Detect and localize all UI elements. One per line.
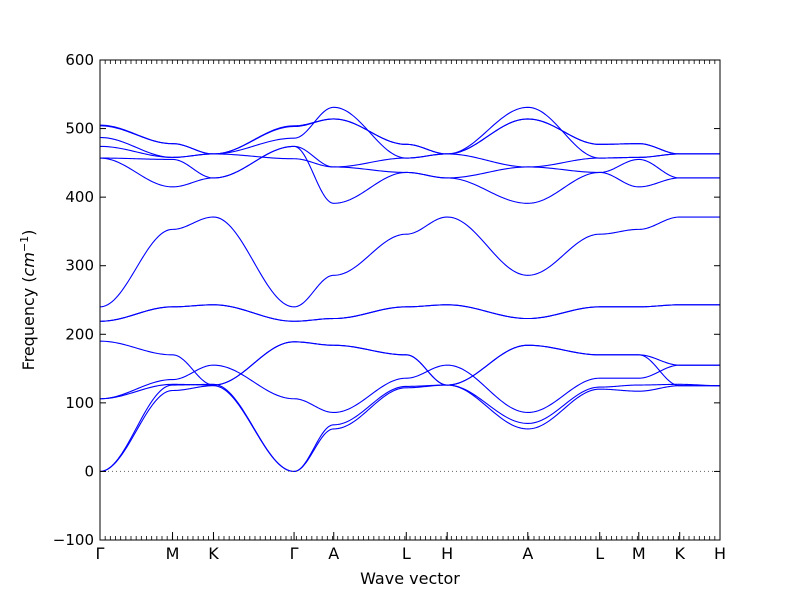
band-line-1 (99, 384, 720, 472)
y-tick-label: 300 (65, 257, 94, 275)
y-axis-label-unit-exp: −1 (18, 236, 31, 252)
band-line-12 (99, 106, 720, 159)
band-line-8 (99, 216, 720, 308)
y-tick-label: −100 (53, 531, 94, 549)
plot-frame (99, 59, 721, 541)
band-line-9 (99, 145, 720, 204)
band-line-3 (99, 364, 720, 414)
band-line-14 (99, 118, 720, 155)
y-tick-label: 500 (65, 120, 94, 138)
y-tick-label: 0 (84, 462, 94, 480)
y-axis-label-unit: cm (19, 252, 38, 276)
y-tick-label: 400 (65, 188, 94, 206)
band-line-7 (99, 304, 720, 322)
bands-layer (99, 106, 720, 472)
x-tick-label: K (674, 544, 685, 563)
band-line-11 (99, 145, 720, 168)
y-axis-label: Frequency (cm−1) (18, 230, 38, 371)
x-tick-label: L (402, 544, 411, 563)
y-axis: −100 0 100 200 300 400 500 600 (53, 51, 720, 549)
x-tick-label: A (328, 544, 339, 563)
x-tick-label: H (714, 544, 726, 563)
x-tick-label: Γ (96, 544, 105, 563)
x-tick-label: Γ (290, 544, 299, 563)
y-tick-label: 200 (65, 325, 94, 343)
x-tick-label: A (522, 544, 533, 563)
x-tick-label: M (166, 544, 180, 563)
band-line-5 (99, 340, 720, 386)
y-axis-label-text: Frequency (19, 288, 38, 371)
x-tick-label: H (441, 544, 453, 563)
y-tick-label: 100 (65, 394, 94, 412)
band-line-2 (99, 383, 720, 472)
x-tick-label: K (208, 544, 219, 563)
band-line-10 (100, 145, 720, 179)
y-tick-label: 600 (65, 51, 94, 69)
x-axis-label: Wave vector (360, 569, 460, 588)
x-tick-label: M (632, 544, 646, 563)
x-tick-label: L (595, 544, 604, 563)
